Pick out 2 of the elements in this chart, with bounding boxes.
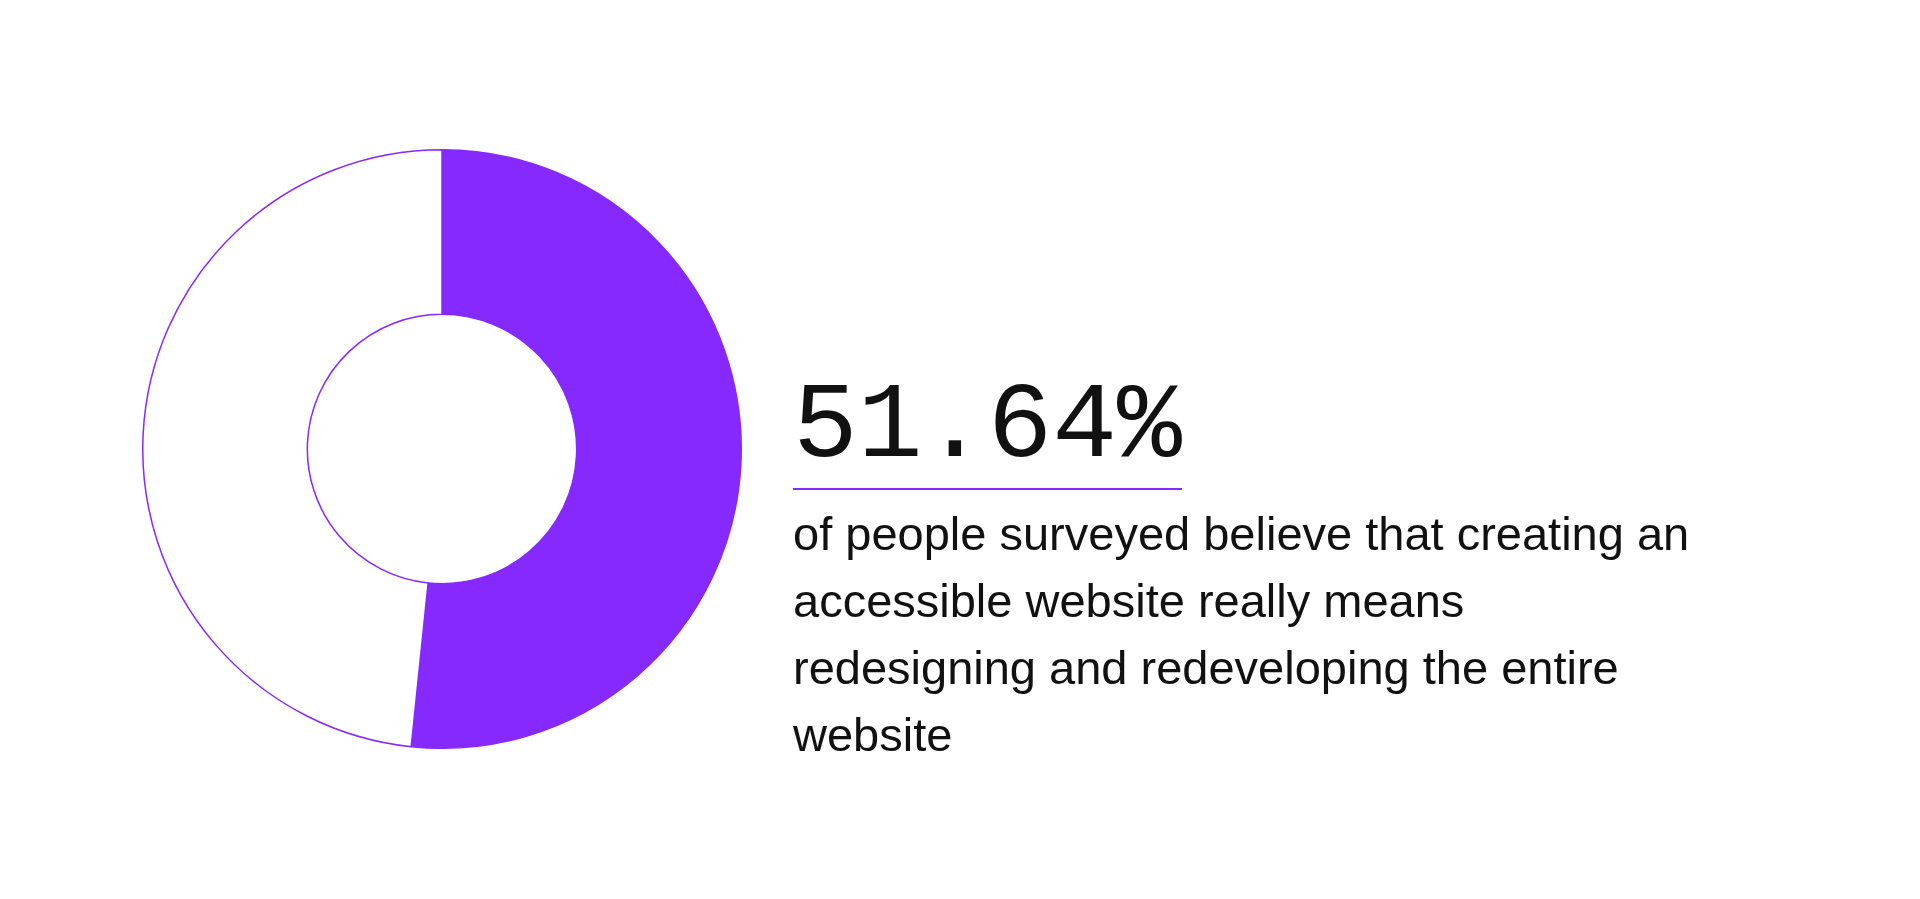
text: of people surveyed believe that creating an accessible website really means redesigning and redeveloping the entire website (793, 506, 1691, 763)
data-label: 51.64% (793, 366, 1182, 490)
